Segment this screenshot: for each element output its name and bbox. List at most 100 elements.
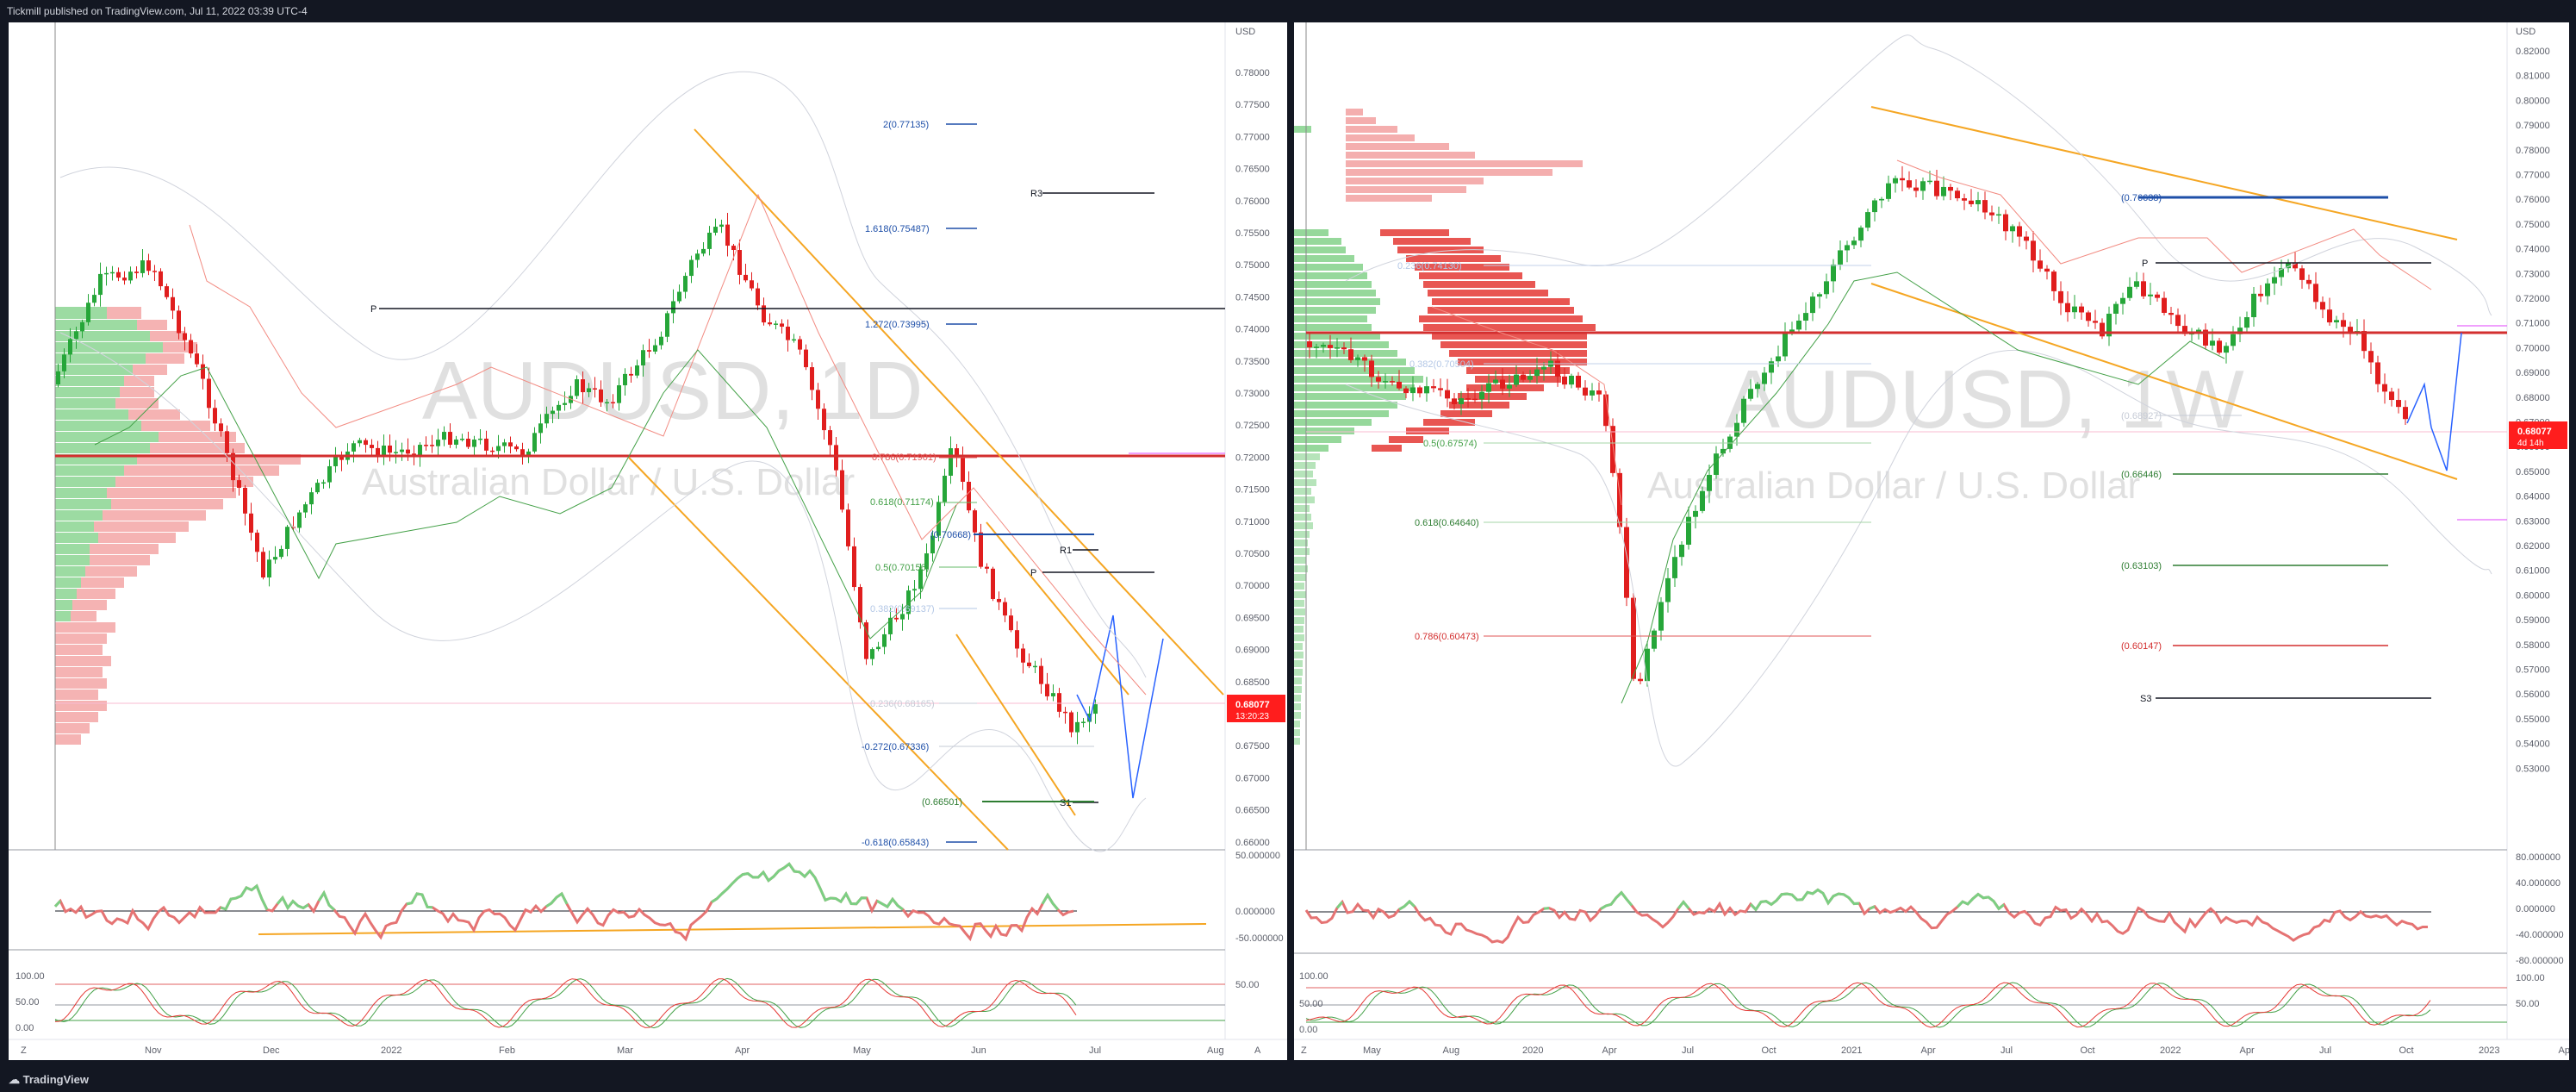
- candle: [786, 327, 790, 340]
- candle: [997, 598, 1001, 602]
- candle: [557, 404, 561, 411]
- candle: [2348, 327, 2353, 334]
- price-tick: 0.77500: [1235, 100, 1270, 110]
- candle: [689, 259, 694, 277]
- fib-label: (0.76638): [2121, 193, 2162, 203]
- tradingview-footer: ☁ TradingView: [0, 1067, 2576, 1092]
- rsi-above: [1677, 900, 1690, 910]
- candle: [2375, 362, 2380, 384]
- candle: [159, 271, 163, 287]
- chart-daily-svg[interactable]: AUDUSD, 1D Australian Dollar / U.S. Doll…: [9, 22, 1287, 1060]
- candle: [1741, 398, 1746, 423]
- stoch-tick: 50.00: [1235, 980, 1260, 990]
- candle: [128, 271, 133, 281]
- timezone-toggle[interactable]: Z: [1301, 1045, 1307, 1056]
- candle: [1769, 361, 1774, 373]
- candle: [949, 448, 953, 476]
- candle: [816, 390, 820, 409]
- chart-weekly-svg[interactable]: AUDUSD, 1W Australian Dollar / U.S. Doll…: [1294, 22, 2569, 1060]
- candle: [370, 445, 374, 448]
- candle: [870, 649, 874, 659]
- candle: [1590, 390, 1595, 396]
- countdown: 4d 14h: [2517, 439, 2544, 448]
- candle: [116, 271, 121, 278]
- candle: [551, 410, 555, 415]
- price-tick: 0.71500: [1235, 485, 1270, 496]
- projection-path: [1076, 615, 1164, 799]
- price-tick: 0.70000: [1235, 581, 1270, 591]
- candle: [520, 449, 525, 458]
- svg-text:P: P: [370, 304, 376, 315]
- candle: [146, 260, 151, 271]
- candle: [967, 481, 971, 511]
- candle: [1776, 356, 1781, 362]
- candle: [1645, 648, 1650, 682]
- candle: [2224, 346, 2229, 353]
- candle: [388, 445, 392, 453]
- svg-text:P: P: [1030, 568, 1036, 578]
- candle: [1514, 374, 1519, 385]
- candle: [424, 445, 428, 446]
- auto-scale-toggle[interactable]: A: [1254, 1045, 1261, 1056]
- candle: [756, 288, 760, 306]
- candle: [2293, 263, 2298, 269]
- candle: [1465, 398, 1471, 400]
- rsi-tick: 0.000000: [2516, 904, 2555, 914]
- candle: [2086, 312, 2091, 321]
- candle: [406, 449, 410, 454]
- price-tick: 0.73000: [2516, 269, 2550, 279]
- timezone-toggle[interactable]: Z: [21, 1045, 27, 1056]
- candle: [762, 305, 766, 323]
- candle: [864, 622, 868, 659]
- fib-label: (0.60147): [2121, 641, 2162, 652]
- candle: [707, 233, 712, 249]
- candle: [80, 321, 84, 332]
- candle: [1858, 228, 1864, 241]
- candle: [701, 248, 706, 254]
- candle: [1700, 490, 1705, 511]
- price-tick: 0.80000: [2516, 96, 2550, 106]
- time-tick: Jun: [971, 1045, 986, 1056]
- chart-panel-weekly[interactable]: AUDUSD, 1W Australian Dollar / U.S. Doll…: [1294, 22, 2569, 1060]
- candle: [2299, 268, 2305, 280]
- rsi-tick: -50.000000: [1235, 933, 1284, 944]
- fib-label: 0.382(0.70504): [1409, 359, 1474, 370]
- candle: [2251, 293, 2256, 318]
- candle: [617, 385, 621, 403]
- candle: [1459, 398, 1464, 404]
- price-tick: 0.72500: [1235, 421, 1270, 431]
- candle: [478, 438, 482, 440]
- price-tick: 0.58000: [2516, 640, 2550, 651]
- candle: [852, 546, 856, 588]
- price-tick: 0.69500: [1235, 613, 1270, 623]
- price-tick: 0.69000: [1235, 646, 1270, 656]
- price-tick: 0.82000: [2516, 47, 2550, 57]
- candle: [1021, 648, 1025, 663]
- candle: [1562, 376, 1567, 385]
- time-tick: Apr: [1921, 1045, 1936, 1056]
- candle: [575, 379, 579, 396]
- chart-panel-daily[interactable]: AUDUSD, 1D Australian Dollar / U.S. Doll…: [9, 22, 1287, 1060]
- rsi-above: [1335, 901, 1344, 909]
- price-tick: 0.67000: [1235, 773, 1270, 783]
- candle: [671, 301, 675, 314]
- candle: [2141, 281, 2146, 296]
- candle: [1472, 398, 1478, 401]
- price-tick: 0.59000: [2516, 615, 2550, 626]
- candle: [1063, 711, 1067, 714]
- stoch-tick: 0.00: [16, 1023, 34, 1033]
- candle: [538, 423, 543, 434]
- candle: [165, 286, 169, 297]
- candle: [1507, 384, 1512, 389]
- price-tick: 0.55000: [2516, 714, 2550, 725]
- time-tick: Jul: [1089, 1045, 1101, 1056]
- candle: [1638, 678, 1643, 682]
- rsi-tick: -40.000000: [2516, 930, 2564, 940]
- candle: [2148, 294, 2153, 296]
- candle: [303, 504, 308, 513]
- last-price-tag: [2509, 421, 2567, 449]
- svg-text:R3: R3: [1030, 189, 1042, 199]
- candle: [201, 364, 205, 379]
- candle: [1893, 178, 1898, 184]
- price-tick: 0.76000: [2516, 195, 2550, 205]
